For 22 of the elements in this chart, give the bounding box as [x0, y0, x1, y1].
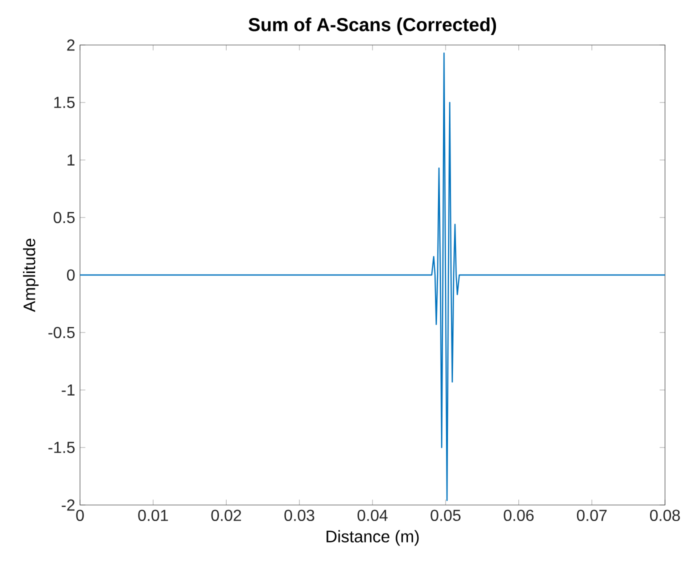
- y-tick-label: 0: [67, 269, 75, 281]
- chart-title: Sum of A-Scans (Corrected): [248, 18, 496, 35]
- x-tick-label: 0.08: [650, 510, 680, 522]
- x-tick-label: 0.02: [211, 510, 242, 522]
- x-tick-label: 0.06: [504, 510, 534, 522]
- y-axis-title: Amplitude: [23, 238, 39, 312]
- y-tick-label: -1.5: [48, 442, 75, 454]
- x-tick-label: 0.04: [358, 510, 388, 522]
- y-tick-label: -2: [62, 499, 74, 511]
- y-tick-label: 1.5: [54, 96, 75, 108]
- y-tick-label: -0.5: [48, 326, 75, 338]
- x-tick-label: 0.07: [576, 510, 607, 522]
- y-tick-label: 0.5: [54, 212, 75, 224]
- line-series: [80, 52, 666, 501]
- x-axis-title: Distance (m): [326, 530, 419, 546]
- x-tick-label: 0.05: [430, 510, 461, 522]
- y-tick-label: -1: [62, 384, 75, 396]
- y-tick-label: 2: [67, 39, 74, 51]
- x-tick-label: 0.01: [138, 510, 168, 522]
- x-tick-label: 0.03: [284, 510, 314, 522]
- y-tick-label: 1: [68, 154, 75, 166]
- x-tick-label: 0: [76, 510, 84, 522]
